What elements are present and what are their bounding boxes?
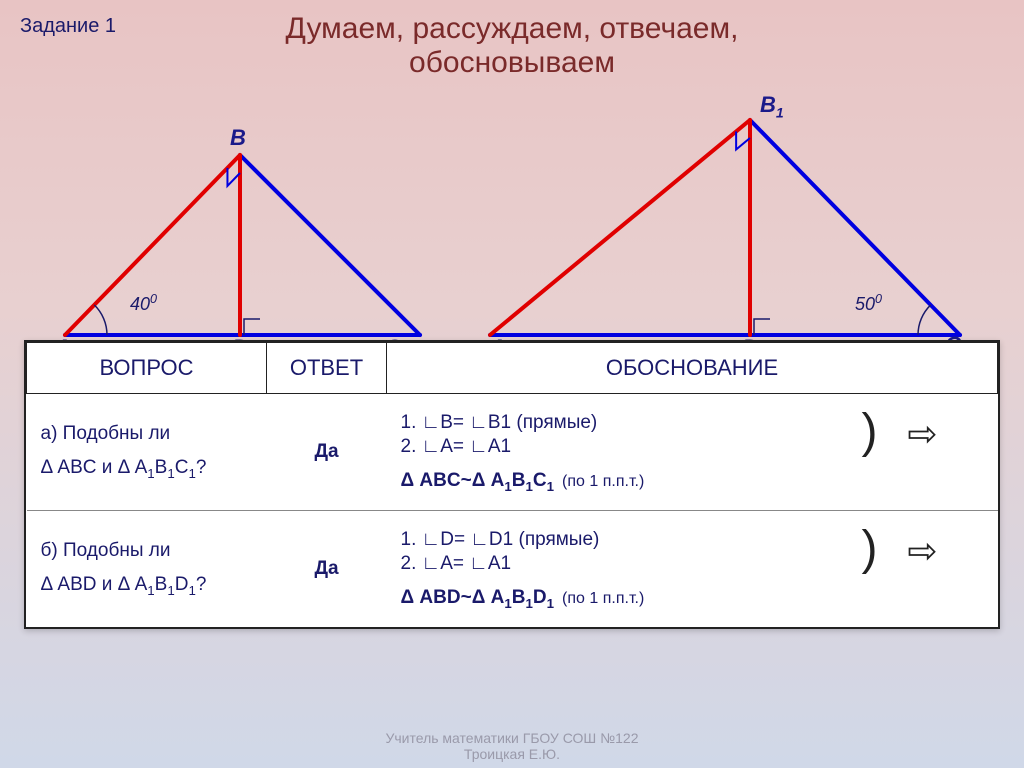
arrow-icon: ⇨	[907, 533, 937, 569]
header-answer: ОТВЕТ	[267, 343, 387, 394]
label-B-left: B	[230, 125, 246, 151]
triangles-svg	[0, 100, 1024, 360]
footer-credit: Учитель математики ГБОУ СОШ №122 Троицка…	[0, 730, 1024, 762]
answer-cell: Да	[267, 394, 387, 511]
title-line2: обосновываем	[409, 46, 615, 79]
q-line2: Δ ABC и Δ A1B1C1?	[41, 457, 253, 481]
footer-line1: Учитель математики ГБОУ СОШ №122	[385, 730, 638, 746]
q-line1: а) Подобны ли	[41, 423, 253, 445]
table-header-row: ВОПРОС ОТВЕТ ОБОСНОВАНИЕ	[27, 343, 998, 394]
q-line1: б) Подобны ли	[41, 540, 253, 562]
title-line1: Думаем, рассуждаем, отвечаем,	[286, 12, 739, 45]
page-title: Думаем, рассуждаем, отвечаем, обосновыва…	[0, 12, 1024, 80]
bracket-icon: )	[862, 408, 878, 456]
conclusion: Δ ABD~Δ A1B1D1(по 1 п.п.т.)	[401, 587, 984, 611]
justification-cell: 1. ∟D= ∟D1 (прямые) 2. ∟A= ∟A1 ) ⇨ Δ ABD…	[387, 510, 998, 626]
justification-cell: 1. ∟B= ∟B1 (прямые) 2. ∟A= ∟A1 ) ⇨ Δ ABC…	[387, 394, 998, 511]
just-line1: 1. ∟B= ∟B1 (прямые)	[401, 412, 598, 434]
just-line2: 2. ∟A= ∟A1	[401, 436, 598, 458]
angle-right: 500	[855, 292, 882, 315]
angle-left: 400	[130, 292, 157, 315]
header-question: ВОПРОС	[27, 343, 267, 394]
bracket-icon: )	[862, 525, 878, 573]
question-cell: а) Подобны ли Δ ABC и Δ A1B1C1?	[27, 394, 267, 511]
conclusion: Δ ABC~Δ A1B1C1(по 1 п.п.т.)	[401, 470, 984, 494]
arrow-icon: ⇨	[907, 416, 937, 452]
label-B-right: B1	[760, 92, 784, 120]
table-row: б) Подобны ли Δ ABD и Δ A1B1D1? Да 1. ∟D= …	[27, 510, 998, 626]
diagrams-area: B A D C 400 B1 A1 D1 C1 500	[0, 100, 1024, 350]
conclusion-note: (по 1 п.п.т.)	[562, 590, 644, 607]
table-row: а) Подобны ли Δ ABC и Δ A1B1C1? Да 1. ∟B= …	[27, 394, 998, 511]
q-line2: Δ ABD и Δ A1B1D1?	[41, 574, 253, 598]
answer-cell: Да	[267, 510, 387, 626]
question-cell: б) Подобны ли Δ ABD и Δ A1B1D1?	[27, 510, 267, 626]
justification-lines: 1. ∟B= ∟B1 (прямые) 2. ∟A= ∟A1	[401, 410, 598, 460]
just-line1: 1. ∟D= ∟D1 (прямые)	[401, 529, 600, 551]
conclusion-note: (по 1 п.п.т.)	[562, 473, 644, 490]
qa-table: ВОПРОС ОТВЕТ ОБОСНОВАНИЕ а) Подобны ли Δ …	[24, 340, 1000, 629]
footer-line2: Троицкая Е.Ю.	[464, 746, 560, 762]
header-justification: ОБОСНОВАНИЕ	[387, 343, 998, 394]
justification-lines: 1. ∟D= ∟D1 (прямые) 2. ∟A= ∟A1	[401, 527, 600, 577]
just-line2: 2. ∟A= ∟A1	[401, 553, 600, 575]
